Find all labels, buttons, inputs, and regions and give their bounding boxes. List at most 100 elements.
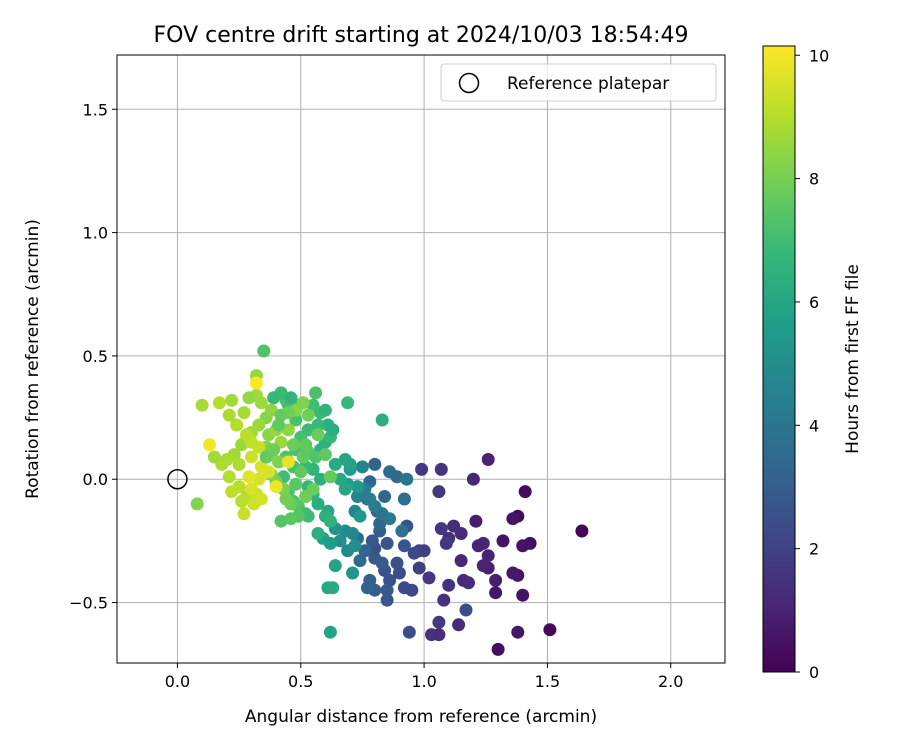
data-point — [230, 418, 244, 432]
data-point — [262, 465, 276, 479]
data-point — [506, 566, 520, 580]
data-point — [274, 408, 288, 422]
x-axis-ticks: 0.0 0.5 1.0 1.5 2.0 — [165, 663, 683, 691]
data-point — [378, 490, 392, 503]
data-point — [489, 586, 503, 600]
data-point — [434, 462, 448, 476]
data-point — [281, 423, 295, 437]
colorbar-tick-label: 0 — [809, 663, 819, 682]
data-point — [380, 593, 394, 607]
colorbar-tick-label: 2 — [809, 540, 819, 559]
y-tick-label: 1.0 — [83, 224, 108, 243]
data-point — [360, 581, 374, 595]
plot-area-frame — [116, 54, 726, 664]
grid-lines — [117, 55, 725, 663]
data-point — [466, 472, 480, 486]
chart-title: FOV centre drift starting at 2024/10/03 … — [154, 23, 689, 48]
data-point — [432, 615, 446, 629]
data-point — [195, 398, 209, 412]
data-point — [254, 492, 268, 506]
data-point — [397, 581, 411, 595]
data-point — [240, 428, 253, 442]
data-point — [402, 625, 416, 639]
data-point — [207, 450, 221, 464]
data-point — [311, 497, 325, 511]
data-point — [225, 393, 239, 407]
data-point — [264, 403, 278, 417]
data-point — [392, 566, 406, 580]
data-point — [432, 485, 446, 499]
data-point — [249, 376, 263, 390]
data-point — [281, 455, 295, 469]
data-point — [511, 625, 525, 639]
colorbar-tick-label: 8 — [809, 170, 819, 189]
data-point — [318, 403, 332, 417]
data-point — [397, 539, 411, 553]
data-point — [417, 544, 431, 558]
data-point — [491, 642, 505, 656]
data-point — [442, 578, 456, 592]
data-point — [368, 457, 382, 471]
data-point — [363, 492, 377, 506]
data-point — [380, 536, 394, 550]
data-point — [289, 477, 303, 491]
data-point — [222, 470, 236, 484]
colorbar: 0 2 4 6 8 10 Hours from first FF file — [762, 45, 863, 682]
x-tick-label: 1.5 — [535, 672, 560, 691]
data-point — [452, 618, 466, 632]
data-point — [351, 480, 364, 494]
data-point — [351, 490, 364, 503]
data-point — [516, 588, 530, 602]
data-point — [309, 386, 323, 400]
data-point — [301, 509, 315, 523]
data-point — [318, 448, 332, 462]
data-point — [437, 593, 451, 607]
data-point — [341, 396, 355, 410]
data-point — [242, 470, 256, 484]
data-point — [346, 566, 360, 580]
data-point — [447, 519, 461, 533]
data-point — [481, 549, 495, 563]
data-point — [375, 413, 389, 427]
y-tick-label: −0.5 — [69, 594, 108, 613]
data-point — [439, 536, 453, 550]
y-axis-label: Rotation from reference (arcmin) — [23, 219, 43, 499]
data-point — [368, 551, 382, 565]
data-point — [252, 472, 266, 486]
data-point — [395, 524, 409, 538]
data-point — [309, 450, 323, 464]
data-point — [311, 527, 325, 540]
data-point — [365, 534, 379, 548]
data-point — [314, 472, 327, 486]
data-point — [397, 492, 411, 506]
data-point — [323, 470, 337, 484]
data-point — [575, 524, 589, 538]
data-point — [328, 457, 342, 471]
data-point — [333, 472, 347, 486]
data-point — [353, 554, 367, 568]
data-points — [190, 344, 589, 656]
legend-marker-icon — [458, 72, 480, 94]
data-point — [269, 480, 283, 494]
data-point — [311, 418, 325, 432]
data-point — [390, 556, 404, 570]
data-point — [489, 573, 503, 587]
data-point — [225, 485, 239, 499]
reference-point-marker — [167, 468, 188, 490]
data-point — [274, 514, 288, 528]
data-point — [496, 534, 510, 548]
x-axis-label: Angular distance from reference (arcmin) — [245, 707, 597, 727]
data-point — [326, 581, 340, 595]
data-point — [348, 539, 362, 553]
data-point — [338, 482, 352, 496]
legend: Reference platepar — [440, 63, 717, 102]
colorbar-gradient — [762, 45, 796, 673]
data-point — [306, 398, 320, 412]
data-point — [459, 603, 473, 617]
data-point — [506, 512, 520, 526]
data-point — [323, 514, 337, 528]
x-tick-label: 2.0 — [658, 672, 683, 691]
data-point — [294, 465, 308, 479]
data-point — [311, 428, 325, 442]
